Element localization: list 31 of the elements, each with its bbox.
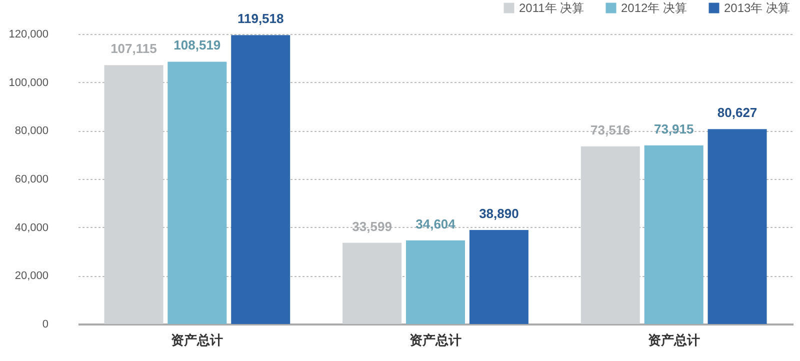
data-label: 73,915 xyxy=(654,121,694,136)
bar xyxy=(580,146,640,324)
bar xyxy=(469,230,528,324)
data-label: 34,604 xyxy=(416,216,456,232)
data-label: 119,518 xyxy=(237,11,284,26)
bar xyxy=(231,35,290,324)
data-label: 80,627 xyxy=(717,105,758,120)
data-label: 107,115 xyxy=(110,41,157,56)
y-tick-label: 20,000 xyxy=(14,270,48,282)
y-tick-label: 0 xyxy=(42,318,48,330)
legend-label: 2012年 决算 xyxy=(621,1,688,15)
bar xyxy=(708,129,767,324)
x-tick-label: 资产总计 xyxy=(410,332,462,348)
y-tick-label: 120,000 xyxy=(8,28,48,40)
y-tick-label: 100,000 xyxy=(8,76,48,89)
bar xyxy=(342,242,402,324)
data-label: 73,516 xyxy=(590,122,630,138)
data-label: 38,890 xyxy=(479,206,519,222)
y-tick-label: 40,000 xyxy=(14,222,48,234)
bar xyxy=(168,62,227,324)
data-label: 108,519 xyxy=(174,38,221,53)
legend-label: 2011年 决算 xyxy=(519,1,584,15)
x-tick-label: 资产总计 xyxy=(171,332,224,348)
bar xyxy=(104,65,164,324)
y-tick-label: 60,000 xyxy=(14,174,48,186)
x-tick-label: 资产总计 xyxy=(648,332,700,348)
bar xyxy=(406,240,466,324)
legend-label: 2013年 决算 xyxy=(724,1,790,15)
y-tick-label: 80,000 xyxy=(14,125,48,138)
data-label: 33,599 xyxy=(352,218,392,234)
bar xyxy=(644,145,704,324)
